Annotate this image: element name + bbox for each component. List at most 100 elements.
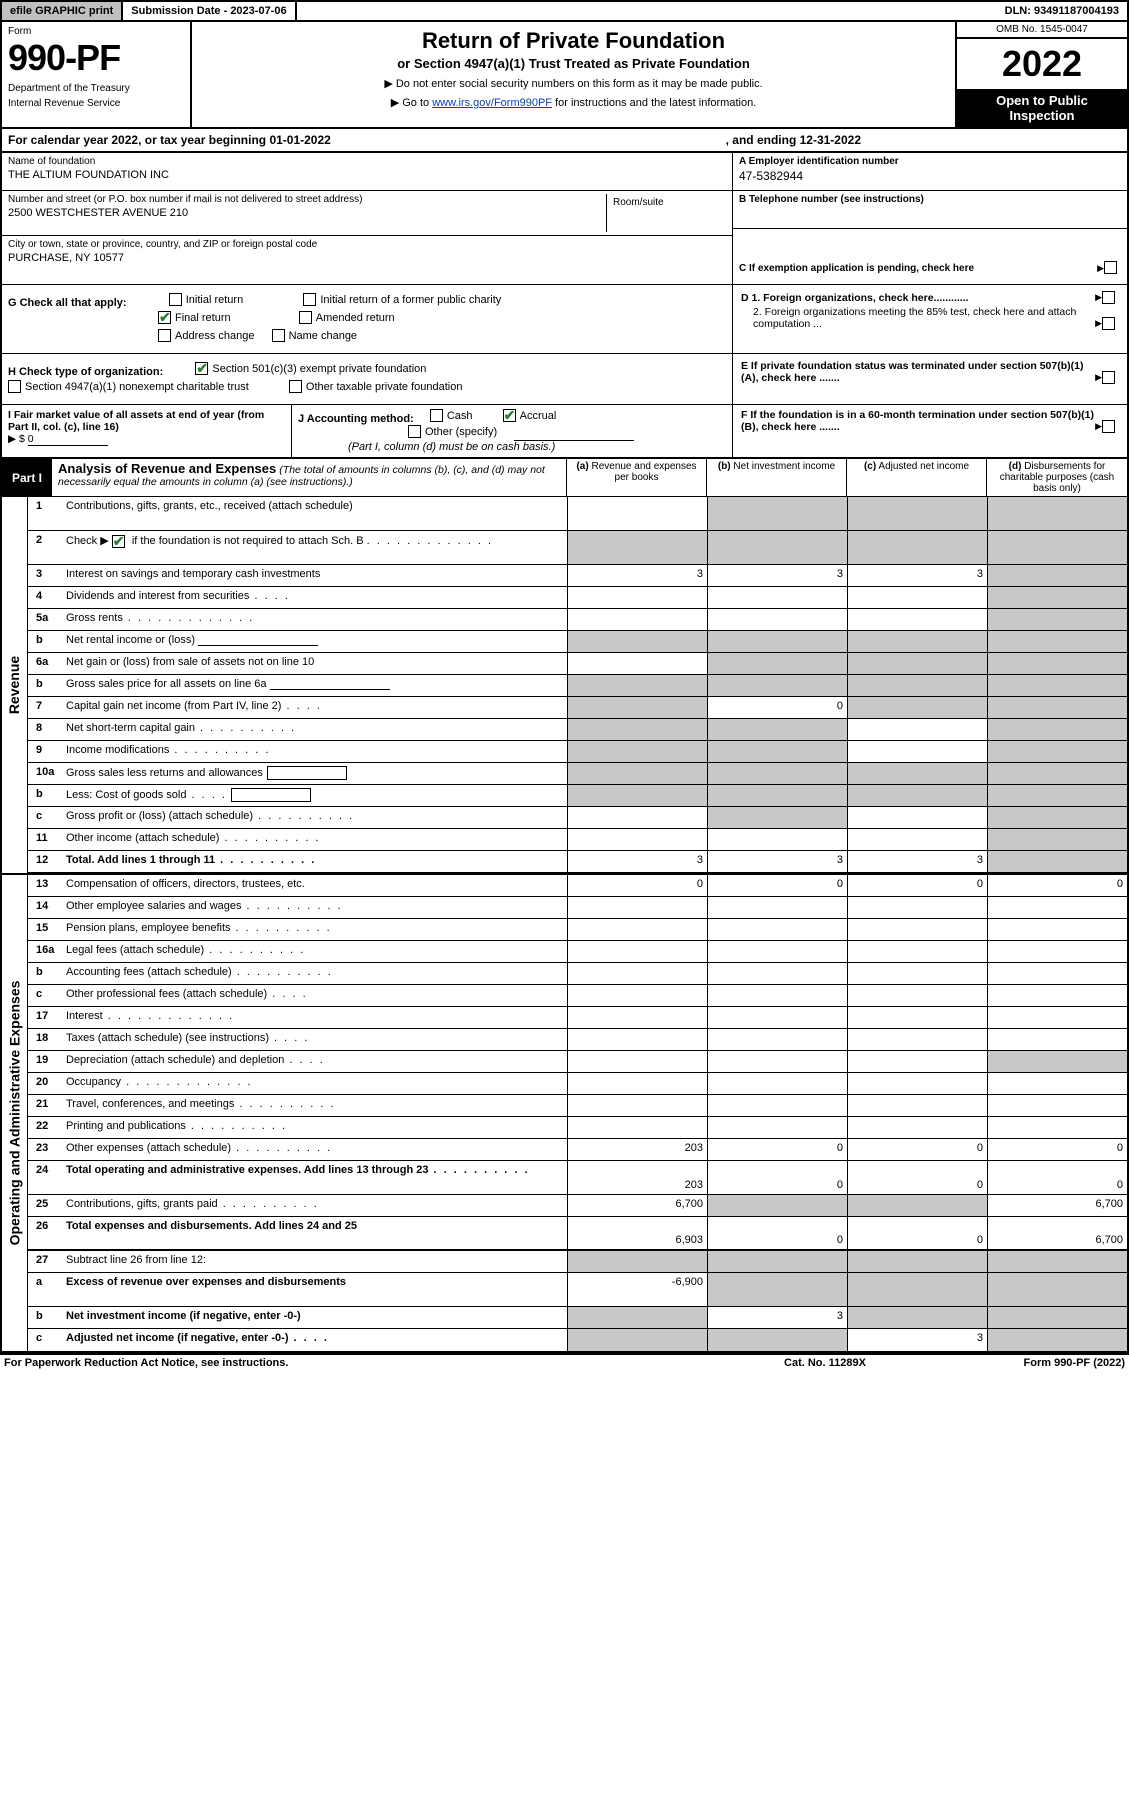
- e-checkbox[interactable]: [1102, 371, 1115, 384]
- chk-amended[interactable]: [299, 311, 312, 324]
- efile-button[interactable]: efile GRAPHIC print: [2, 2, 123, 20]
- submission-date: Submission Date - 2023-07-06: [123, 2, 296, 20]
- dln-label: DLN: 93491187004193: [997, 2, 1127, 20]
- chk-4947[interactable]: [8, 380, 21, 393]
- chk-address-change[interactable]: [158, 329, 171, 342]
- city-label: City or town, state or province, country…: [8, 239, 726, 250]
- lbl-initial-return: Initial return: [186, 294, 243, 306]
- chk-name-change[interactable]: [272, 329, 285, 342]
- line-27: 27 Subtract line 26 from line 12:: [28, 1251, 1127, 1273]
- line-6b: b Gross sales price for all assets on li…: [28, 675, 1127, 697]
- cal-year-end: , and ending 12-31-2022: [726, 133, 861, 147]
- h-row: H Check type of organization: Section 50…: [2, 353, 1127, 404]
- d-cell: D 1. Foreign organizations, check here..…: [732, 285, 1127, 353]
- d1-checkbox[interactable]: [1102, 291, 1115, 304]
- arrow-icon: [1095, 371, 1102, 383]
- chk-cash[interactable]: [430, 409, 443, 422]
- arrow-icon: [1095, 291, 1102, 303]
- chk-initial-return[interactable]: [169, 293, 182, 306]
- line-9: 9 Income modifications: [28, 741, 1127, 763]
- line-26: 26 Total expenses and disbursements. Add…: [28, 1217, 1127, 1251]
- lbl-accrual: Accrual: [520, 410, 557, 422]
- chk-accrual[interactable]: [503, 409, 516, 422]
- revenue-section: Revenue 1 Contributions, gifts, grants, …: [2, 496, 1127, 873]
- instr-ssn: ▶ Do not enter social security numbers o…: [198, 77, 949, 90]
- line-16c: c Other professional fees (attach schedu…: [28, 985, 1127, 1007]
- part1-title-cell: Analysis of Revenue and Expenses (The to…: [52, 459, 567, 496]
- room-label: Room/suite: [613, 197, 720, 208]
- line-6a: 6a Net gain or (loss) from sale of asset…: [28, 653, 1127, 675]
- line-17: 17 Interest: [28, 1007, 1127, 1029]
- g-label: G Check all that apply:: [8, 297, 127, 309]
- line-10a: 10a Gross sales less returns and allowan…: [28, 763, 1127, 785]
- col-a-head: (a) (a) Revenue and expenses per booksRe…: [567, 459, 707, 496]
- identity-right: A Employer identification number 47-5382…: [732, 153, 1127, 284]
- chk-501c3[interactable]: [195, 362, 208, 375]
- street-row: Number and street (or P.O. box number if…: [2, 191, 732, 236]
- form-title: Return of Private Foundation: [198, 28, 949, 54]
- line-3-a: 3: [567, 565, 707, 586]
- line-7-b: 0: [707, 697, 847, 718]
- lbl-other-method: Other (specify): [425, 426, 497, 438]
- arrow-icon: [1095, 317, 1102, 329]
- lbl-name-change: Name change: [289, 330, 358, 342]
- tax-year: 2022: [957, 39, 1127, 89]
- instr-link-post: for instructions and the latest informat…: [555, 97, 756, 109]
- chk-other-taxable[interactable]: [289, 380, 302, 393]
- i-amount-prefix: ▶ $: [8, 433, 25, 445]
- part1-title: Analysis of Revenue and Expenses: [58, 461, 276, 476]
- chk-sch-b[interactable]: [112, 535, 125, 548]
- col-c-head: (c) Adjusted net income: [847, 459, 987, 496]
- line-3-c: 3: [847, 565, 987, 586]
- e-label: E If private foundation status was termi…: [741, 360, 1095, 384]
- footer-catno: Cat. No. 11289X: [725, 1357, 925, 1369]
- c-checkbox[interactable]: [1104, 261, 1117, 274]
- chk-final-return[interactable]: [158, 311, 171, 324]
- lbl-other-taxable: Other taxable private foundation: [306, 381, 463, 393]
- line-12: 12 Total. Add lines 1 through 11 3 3 3: [28, 851, 1127, 873]
- foundation-name-cell: Name of foundation THE ALTIUM FOUNDATION…: [2, 153, 732, 191]
- line-12-c: 3: [847, 851, 987, 872]
- form-header: Form 990-PF Department of the Treasury I…: [2, 22, 1127, 127]
- d2-checkbox[interactable]: [1102, 317, 1115, 330]
- ein-value: 47-5382944: [739, 169, 1121, 183]
- line-10b: b Less: Cost of goods sold: [28, 785, 1127, 807]
- form-word: Form: [8, 26, 184, 37]
- part1-header: Part I Analysis of Revenue and Expenses …: [2, 457, 1127, 496]
- dept-irs: Internal Revenue Service: [8, 98, 184, 109]
- lbl-cash: Cash: [447, 410, 473, 422]
- cal-year-begin: For calendar year 2022, or tax year begi…: [8, 133, 331, 147]
- header-right: OMB No. 1545-0047 2022 Open to Public In…: [957, 22, 1127, 127]
- f-checkbox[interactable]: [1102, 420, 1115, 433]
- lbl-final-return: Final return: [175, 312, 231, 324]
- line-22: 22 Printing and publications: [28, 1117, 1127, 1139]
- lbl-501c3: Section 501(c)(3) exempt private foundat…: [212, 363, 426, 375]
- instructions-link[interactable]: www.irs.gov/Form990PF: [432, 97, 552, 109]
- footer-paperwork: For Paperwork Reduction Act Notice, see …: [4, 1357, 725, 1369]
- expenses-side-label: Operating and Administrative Expenses: [2, 875, 28, 1351]
- arrow-icon: [1097, 263, 1104, 274]
- line-21: 21 Travel, conferences, and meetings: [28, 1095, 1127, 1117]
- chk-other-method[interactable]: [408, 425, 421, 438]
- chk-initial-former[interactable]: [303, 293, 316, 306]
- i-amount: 0: [28, 433, 108, 446]
- street-label: Number and street (or P.O. box number if…: [8, 194, 606, 205]
- j-cell: J Accounting method: Cash Accrual Other …: [292, 405, 732, 457]
- identity-block: Name of foundation THE ALTIUM FOUNDATION…: [2, 151, 1127, 284]
- page-footer: For Paperwork Reduction Act Notice, see …: [0, 1353, 1129, 1371]
- col-d-head: (d) Disbursements for charitable purpose…: [987, 459, 1127, 496]
- instr-link-pre: ▶ Go to: [391, 97, 432, 109]
- arrow-icon: [1095, 420, 1102, 432]
- d2-label: 2. Foreign organizations meeting the 85%…: [741, 306, 1095, 330]
- d1-label: D 1. Foreign organizations, check here..…: [741, 292, 969, 304]
- line-10c: c Gross profit or (loss) (attach schedul…: [28, 807, 1127, 829]
- line-2-post: if the foundation is not required to att…: [132, 535, 364, 547]
- line-27a: a Excess of revenue over expenses and di…: [28, 1273, 1127, 1307]
- line-1: 1 Contributions, gifts, grants, etc., re…: [28, 497, 1127, 531]
- lbl-address-change: Address change: [175, 330, 255, 342]
- e-cell: E If private foundation status was termi…: [732, 354, 1127, 404]
- form-frame: Form 990-PF Department of the Treasury I…: [0, 22, 1129, 1353]
- line-27b: b Net investment income (if negative, en…: [28, 1307, 1127, 1329]
- header-center: Return of Private Foundation or Section …: [192, 22, 957, 127]
- line-3: 3 Interest on savings and temporary cash…: [28, 565, 1127, 587]
